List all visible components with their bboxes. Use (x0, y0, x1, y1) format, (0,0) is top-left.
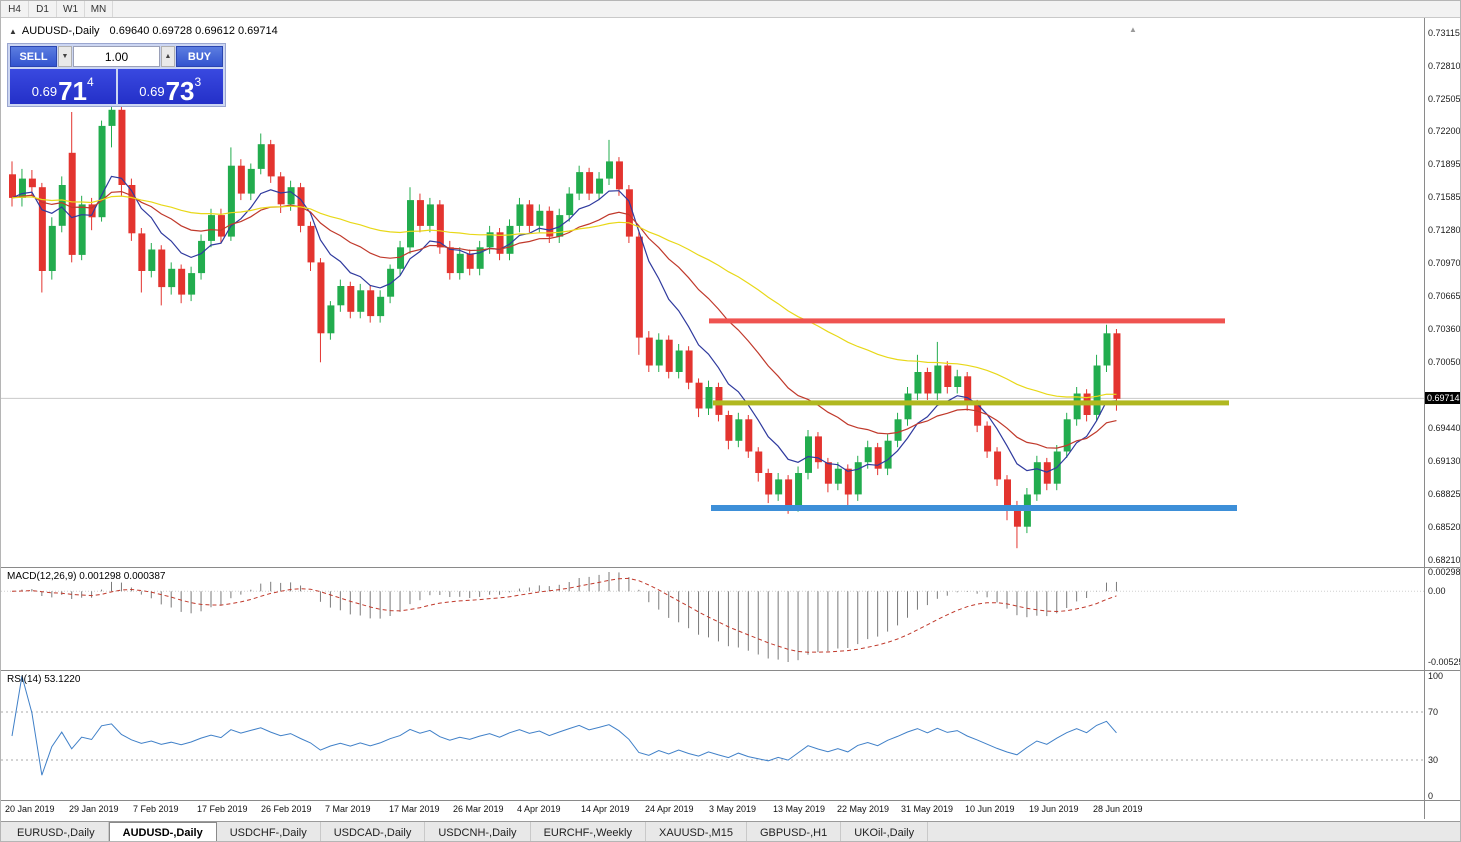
chart-title: ▲ AUDUSD-,Daily 0.69640 0.69728 0.69612 … (9, 25, 278, 37)
candlestick-series (9, 104, 1121, 549)
price-axis-label: 0.70050 (1428, 357, 1461, 368)
chart-tab-usdcnhdaily[interactable]: USDCNH-,Daily (425, 822, 531, 841)
trade-panel-controls: SELL ▼ ▲ BUY (10, 46, 223, 67)
price-axis-label: 0.68825 (1428, 488, 1461, 499)
timeframe-button-d1[interactable]: D1 (29, 1, 57, 17)
hline-pivot[interactable] (713, 400, 1229, 406)
chart-tab-eurusddaily[interactable]: EURUSD-,Daily (4, 822, 109, 841)
date-axis-label: 13 May 2019 (773, 804, 826, 814)
ma-line-8 (11, 175, 1117, 473)
timeframe-button-mn[interactable]: MN (85, 1, 113, 17)
date-axis-label: 3 May 2019 (709, 804, 757, 814)
chart-ohlc-values: 0.69640 0.69728 0.69612 0.69714 (109, 25, 278, 37)
ma-line-55 (11, 195, 1117, 399)
chart-tabbar: EURUSD-,Daily AUDUSD-,Daily USDCHF-,Daily U… (1, 821, 1460, 841)
macd-axis-label: 0.00 (1428, 586, 1446, 597)
macd-histogram (21, 572, 1117, 662)
rsi-axis-label: 100 (1428, 671, 1444, 681)
price-axis-label: 0.72505 (1428, 93, 1461, 104)
volume-decrease-button[interactable]: ▼ (58, 46, 72, 67)
date-axis-label: 20 Jan 2019 (5, 804, 55, 814)
rsi-label: RSI(14) 53.1220 (7, 674, 81, 685)
sell-price-prefix: 0.69 (31, 84, 58, 99)
hline-resistance[interactable] (709, 318, 1225, 324)
price-axis-label: 0.70970 (1428, 258, 1461, 269)
date-axis-label: 26 Feb 2019 (261, 804, 312, 814)
date-axis-label: 10 Jun 2019 (965, 804, 1015, 814)
chart-tab-gbpusdh1[interactable]: GBPUSD-,H1 (747, 822, 842, 841)
sell-price-display[interactable]: 0.69 71 4 (10, 69, 116, 104)
date-axis-label: 31 May 2019 (901, 804, 954, 814)
date-axis-label: 29 Jan 2019 (69, 804, 119, 814)
ma-line-21 (11, 190, 1117, 449)
chart-tab-usdchfdaily[interactable]: USDCHF-,Daily (217, 822, 321, 841)
chart-shift-marker[interactable]: ▲ (1129, 25, 1137, 34)
price-axis-label: 0.72200 (1428, 126, 1461, 137)
buy-button[interactable]: BUY (176, 46, 223, 67)
price-axis-label: 0.69130 (1428, 456, 1461, 467)
current-price-tag: 0.69714 (1425, 392, 1460, 405)
hline-support[interactable] (711, 505, 1237, 511)
sell-button[interactable]: SELL (10, 46, 57, 67)
date-axis-label: 7 Mar 2019 (325, 804, 371, 814)
chart-tab-xauusdm15[interactable]: XAUUSD-,M15 (646, 822, 747, 841)
price-axis-label: 0.73115 (1428, 28, 1460, 38)
date-axis-label: 22 May 2019 (837, 804, 890, 814)
buy-price-sup: 3 (194, 75, 202, 89)
buy-price-display[interactable]: 0.69 73 3 (117, 69, 223, 106)
date-axis-label: 24 Apr 2019 (645, 804, 694, 814)
main-price-chart[interactable] (1, 18, 1424, 567)
rsi-axis-label: 70 (1428, 707, 1439, 717)
chart-tab-ukoildaily[interactable]: UKOil-,Daily (841, 822, 929, 841)
timeframe-toolbar: H4 D1 W1 MN (1, 1, 1460, 18)
price-axis-border (1424, 18, 1425, 819)
one-click-trading-panel: SELL ▼ ▲ BUY 0.69 71 4 0.69 73 3 (7, 43, 226, 107)
price-axis-label: 0.69440 (1428, 422, 1461, 433)
price-axis-label: 0.70665 (1428, 291, 1461, 302)
macd-axis-label: -0.005256 (1428, 657, 1460, 667)
rsi-axis-label: 0 (1428, 791, 1434, 801)
price-axis-label: 0.70360 (1428, 324, 1461, 334)
price-axis-label: 0.71895 (1428, 159, 1461, 170)
price-axis-label: 0.68520 (1428, 521, 1461, 532)
timeframe-button-w1[interactable]: W1 (57, 1, 85, 17)
sell-price-sup: 4 (87, 75, 94, 89)
date-axis-label: 17 Feb 2019 (197, 804, 248, 814)
price-axis-label: 0.68210 (1428, 555, 1461, 565)
rsi-panel-separator[interactable] (1, 670, 1460, 671)
volume-input[interactable] (73, 46, 160, 67)
macd-chart[interactable] (1, 568, 1424, 668)
date-axis-label: 28 Jun 2019 (1093, 804, 1143, 814)
macd-label: MACD(12,26,9) 0.001298 0.000387 (7, 571, 166, 582)
date-axis-label: 4 Apr 2019 (517, 804, 561, 814)
chart-tab-eurchfweekly[interactable]: EURCHF-,Weekly (531, 822, 646, 841)
chart-symbol-label: AUDUSD-,Daily (21, 25, 100, 37)
trade-panel-prices: 0.69 71 4 0.69 73 3 (10, 69, 223, 104)
sell-price-big: 71 (58, 75, 88, 106)
volume-increase-button[interactable]: ▲ (161, 46, 175, 67)
chart-tab-audusddaily[interactable]: AUDUSD-,Daily (108, 822, 217, 841)
date-axis-label: 17 Mar 2019 (389, 804, 440, 814)
macd-signal-line (11, 577, 1117, 653)
one-click-toggle-icon[interactable]: ▲ (9, 26, 17, 36)
macd-panel-separator[interactable] (1, 567, 1460, 568)
price-axis-label: 0.71585 (1428, 192, 1461, 203)
timeframe-button-h4[interactable]: H4 (1, 1, 29, 17)
rsi-chart[interactable] (1, 671, 1424, 799)
date-axis-separator (1, 800, 1460, 801)
rsi-line (11, 675, 1117, 776)
date-axis-label: 26 Mar 2019 (453, 804, 504, 814)
macd-axis-label: 0.002984 (1428, 567, 1461, 577)
buy-price-prefix: 0.69 (139, 84, 165, 99)
price-axis-label: 0.71280 (1428, 225, 1461, 236)
date-axis-label: 14 Apr 2019 (581, 804, 630, 814)
price-axis-label: 0.72810 (1428, 60, 1461, 71)
buy-price-big: 73 (165, 75, 195, 106)
date-axis-label: 19 Jun 2019 (1029, 804, 1079, 814)
chart-tab-usdcaddaily[interactable]: USDCAD-,Daily (321, 822, 426, 841)
date-axis-label: 7 Feb 2019 (133, 804, 179, 814)
rsi-axis-label: 30 (1428, 755, 1439, 765)
